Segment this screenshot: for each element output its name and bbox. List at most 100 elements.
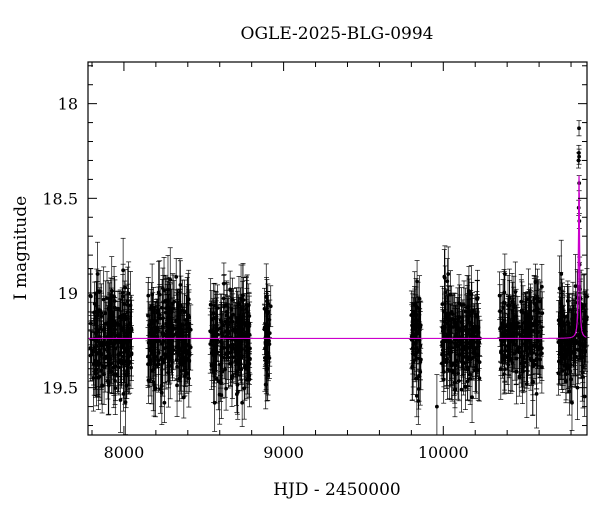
data-point — [506, 303, 510, 307]
data-point — [110, 370, 114, 374]
data-point — [108, 316, 112, 320]
data-point — [506, 332, 510, 336]
data-point — [475, 358, 479, 362]
data-point — [460, 353, 464, 357]
data-point — [178, 347, 182, 351]
data-point — [164, 322, 168, 326]
data-point — [417, 387, 421, 391]
data-point — [158, 317, 162, 321]
data-point — [123, 315, 127, 319]
data-point — [222, 323, 226, 327]
data-point — [457, 379, 461, 383]
data-point — [146, 294, 150, 298]
data-point — [503, 367, 507, 371]
data-point — [166, 325, 170, 329]
data-point — [99, 311, 103, 315]
data-point — [236, 353, 240, 357]
data-point — [241, 308, 245, 312]
data-point — [92, 362, 96, 366]
data-point — [107, 358, 111, 362]
data-point — [109, 362, 113, 366]
data-point — [102, 327, 106, 331]
data-point — [540, 311, 544, 315]
data-point — [151, 319, 155, 323]
data-point — [522, 330, 526, 334]
data-point — [169, 343, 173, 347]
data-point — [118, 315, 122, 319]
data-point — [266, 373, 270, 377]
data-point — [93, 322, 97, 326]
data-point — [186, 343, 190, 347]
data-point — [468, 373, 472, 377]
data-point — [102, 298, 106, 302]
data-point — [179, 329, 183, 333]
data-point — [442, 378, 446, 382]
data-point — [112, 319, 116, 323]
data-point — [115, 333, 119, 337]
data-point — [226, 346, 230, 350]
data-point — [468, 377, 472, 381]
data-point — [94, 303, 98, 307]
data-point — [478, 376, 482, 380]
data-point — [156, 308, 160, 312]
data-point — [539, 352, 543, 356]
data-point — [214, 349, 218, 353]
data-point — [150, 369, 154, 373]
data-point — [446, 272, 450, 276]
data-point — [126, 310, 130, 314]
data-point — [228, 287, 232, 291]
data-point — [537, 311, 541, 315]
data-point — [160, 306, 164, 310]
data-point — [238, 329, 242, 333]
data-point — [454, 325, 458, 329]
data-point — [155, 339, 159, 343]
data-point — [242, 386, 246, 390]
data-point — [160, 391, 164, 395]
data-point — [186, 313, 190, 317]
data-point — [219, 320, 223, 324]
data-point — [181, 323, 185, 327]
data-point — [264, 383, 268, 387]
data-point — [171, 307, 175, 311]
data-point — [460, 303, 464, 307]
data-point — [465, 342, 469, 346]
data-point — [524, 339, 528, 343]
data-point — [466, 355, 470, 359]
data-point — [411, 346, 415, 350]
data-point — [89, 294, 93, 298]
data-point — [520, 325, 524, 329]
data-point — [244, 367, 248, 371]
data-point — [520, 342, 524, 346]
data-point — [180, 356, 184, 360]
data-point — [246, 329, 250, 333]
data-point — [513, 326, 517, 330]
data-point — [471, 351, 475, 355]
data-point — [229, 316, 233, 320]
data-point — [176, 334, 180, 338]
data-point — [182, 350, 186, 354]
data-point — [535, 353, 539, 357]
data-point — [171, 334, 175, 338]
data-point — [216, 306, 220, 310]
data-point — [123, 331, 127, 335]
data-point — [160, 384, 164, 388]
data-point — [119, 326, 123, 330]
data-point — [505, 355, 509, 359]
data-point — [242, 298, 246, 302]
data-point — [239, 356, 243, 360]
data-point — [234, 359, 238, 363]
data-point — [538, 345, 542, 349]
data-point — [447, 312, 451, 316]
data-point — [474, 346, 478, 350]
data-point — [245, 354, 249, 358]
data-point — [151, 351, 155, 355]
data-point — [518, 350, 522, 354]
data-point — [414, 304, 418, 308]
data-point — [112, 294, 116, 298]
data-point — [529, 349, 533, 353]
data-point — [468, 321, 472, 325]
data-point — [456, 317, 460, 321]
data-point — [514, 321, 518, 325]
